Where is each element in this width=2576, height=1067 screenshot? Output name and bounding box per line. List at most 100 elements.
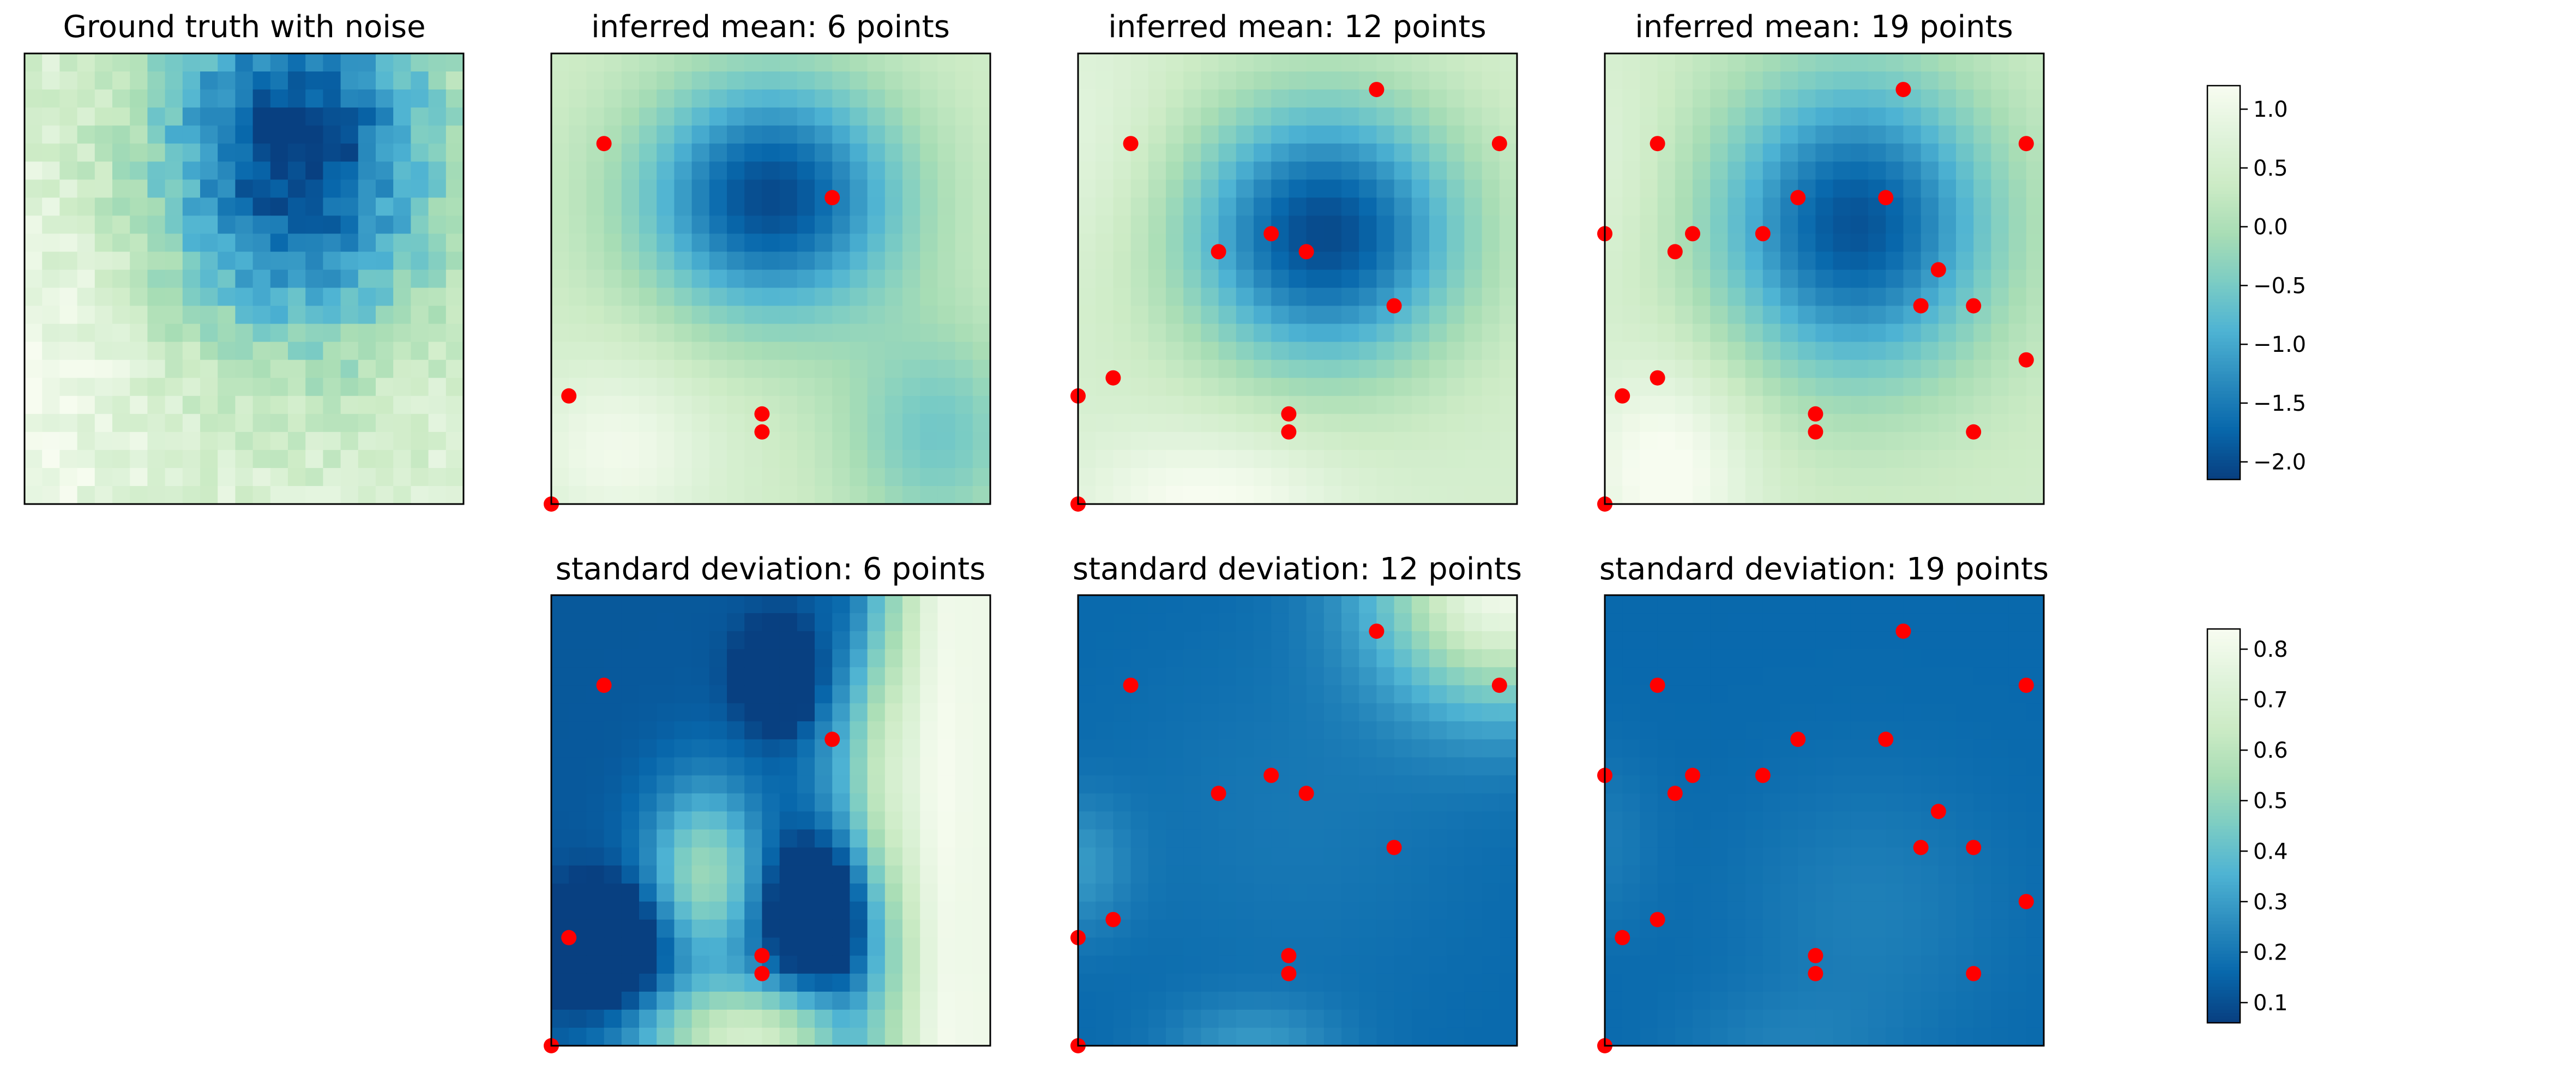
heatmap-cell — [305, 233, 323, 253]
heatmap-cell — [604, 467, 622, 487]
heatmap-cell — [25, 197, 43, 216]
heatmap-cell — [1148, 107, 1166, 126]
heatmap-cell — [1499, 197, 1518, 216]
panel-std-19: standard deviation: 19 points — [1597, 552, 2049, 1053]
heatmap-cell — [165, 71, 183, 90]
heatmap-cell — [42, 413, 60, 433]
heatmap-cell — [551, 901, 569, 920]
heatmap-cell — [1850, 71, 1869, 90]
heatmap-cell — [797, 667, 815, 686]
colorbar-segment — [2207, 279, 2240, 283]
heatmap-cell — [1499, 775, 1518, 794]
heatmap-cell — [323, 413, 341, 433]
heatmap-cell — [1991, 793, 2009, 812]
heatmap-cell — [1359, 1027, 1377, 1046]
heatmap-cell — [1482, 89, 1500, 108]
heatmap-cell — [691, 649, 710, 668]
heatmap-cell — [288, 197, 306, 216]
heatmap-cell — [762, 449, 780, 469]
heatmap-cell — [1218, 107, 1237, 126]
colorbar-segment — [2207, 1016, 2240, 1020]
heatmap-cell — [59, 413, 78, 433]
heatmap-cell — [2026, 215, 2044, 234]
heatmap-cell — [59, 341, 78, 361]
heatmap-cell — [815, 143, 833, 162]
heatmap-cell — [1798, 287, 1816, 307]
heatmap-cell — [1991, 53, 2009, 72]
heatmap-cell — [1745, 197, 1764, 216]
heatmap-cell — [709, 179, 727, 198]
heatmap-cell — [902, 395, 920, 415]
heatmap-cell — [937, 251, 956, 271]
heatmap-cell — [1166, 485, 1184, 505]
heatmap-cell — [586, 613, 605, 632]
heatmap-cell — [323, 215, 341, 234]
heatmap-cell — [1113, 179, 1131, 198]
heatmap-cell — [1868, 143, 1886, 162]
heatmap-cell — [1921, 991, 1939, 1010]
heatmap-cell — [551, 197, 569, 216]
heatmap-cell — [1394, 251, 1412, 271]
heatmap-cell — [376, 179, 394, 198]
colorbar-segment — [2207, 737, 2240, 741]
heatmap-cell — [1166, 395, 1184, 415]
heatmap-cell — [1113, 829, 1131, 848]
heatmap-cell — [1657, 973, 1676, 992]
heatmap-cell — [1886, 233, 1904, 253]
heatmap-cell — [586, 721, 605, 740]
heatmap-cell — [1903, 775, 1922, 794]
heatmap-cell — [1991, 1009, 2009, 1028]
heatmap-cell — [1078, 125, 1096, 144]
heatmap-cell — [815, 377, 833, 397]
heatmap-cell — [1745, 955, 1764, 974]
heatmap-cell — [1464, 287, 1483, 307]
heatmap-cell — [1359, 883, 1377, 902]
heatmap-cell — [1657, 865, 1676, 884]
heatmap-cell — [1605, 305, 1623, 325]
heatmap-cell — [779, 775, 798, 794]
heatmap-cell — [112, 359, 130, 379]
heatmap-cell — [1903, 413, 1922, 433]
heatmap-cell — [77, 89, 95, 108]
heatmap-cell — [1780, 649, 1798, 668]
heatmap-cell — [1728, 323, 1746, 343]
heatmap-cell — [937, 359, 956, 379]
heatmap-cell — [1201, 865, 1219, 884]
heatmap-cell — [1166, 179, 1184, 198]
heatmap-cell — [1798, 829, 1816, 848]
heatmap-cell — [779, 107, 798, 126]
heatmap-cell — [832, 449, 850, 469]
heatmap-cell — [323, 287, 341, 307]
heatmap-cell — [691, 1009, 710, 1028]
heatmap-cell — [744, 341, 762, 361]
heatmap-cell — [1938, 467, 1957, 487]
heatmap-cell — [815, 883, 833, 902]
heatmap-cell — [1973, 595, 1991, 614]
heatmap-cell — [270, 341, 288, 361]
heatmap-cell — [1499, 721, 1518, 740]
heatmap-cell — [1833, 721, 1851, 740]
heatmap-cell — [1728, 287, 1746, 307]
heatmap-cell — [2026, 973, 2044, 992]
heatmap-cell — [1113, 649, 1131, 668]
heatmap-cell — [1201, 973, 1219, 992]
observation-point — [824, 190, 840, 206]
heatmap-cell — [1166, 991, 1184, 1010]
heatmap-cell — [1482, 233, 1500, 253]
heatmap-cell — [551, 89, 569, 108]
heatmap-cell — [832, 757, 850, 776]
heatmap-cell — [691, 395, 710, 415]
heatmap-cell — [270, 71, 288, 90]
heatmap-cell — [815, 793, 833, 812]
colorbar-segment — [2207, 453, 2240, 457]
heatmap-cell — [218, 467, 236, 487]
heatmap-cell — [1938, 937, 1957, 956]
heatmap-cell — [867, 269, 886, 289]
heatmap-cell — [551, 793, 569, 812]
heatmap-cell — [937, 395, 956, 415]
heatmap-cell — [1956, 649, 1974, 668]
colorbar-segment — [2207, 799, 2240, 804]
heatmap-cell — [1359, 107, 1377, 126]
colorbar-segment — [2207, 901, 2240, 906]
heatmap-cell — [1464, 757, 1483, 776]
